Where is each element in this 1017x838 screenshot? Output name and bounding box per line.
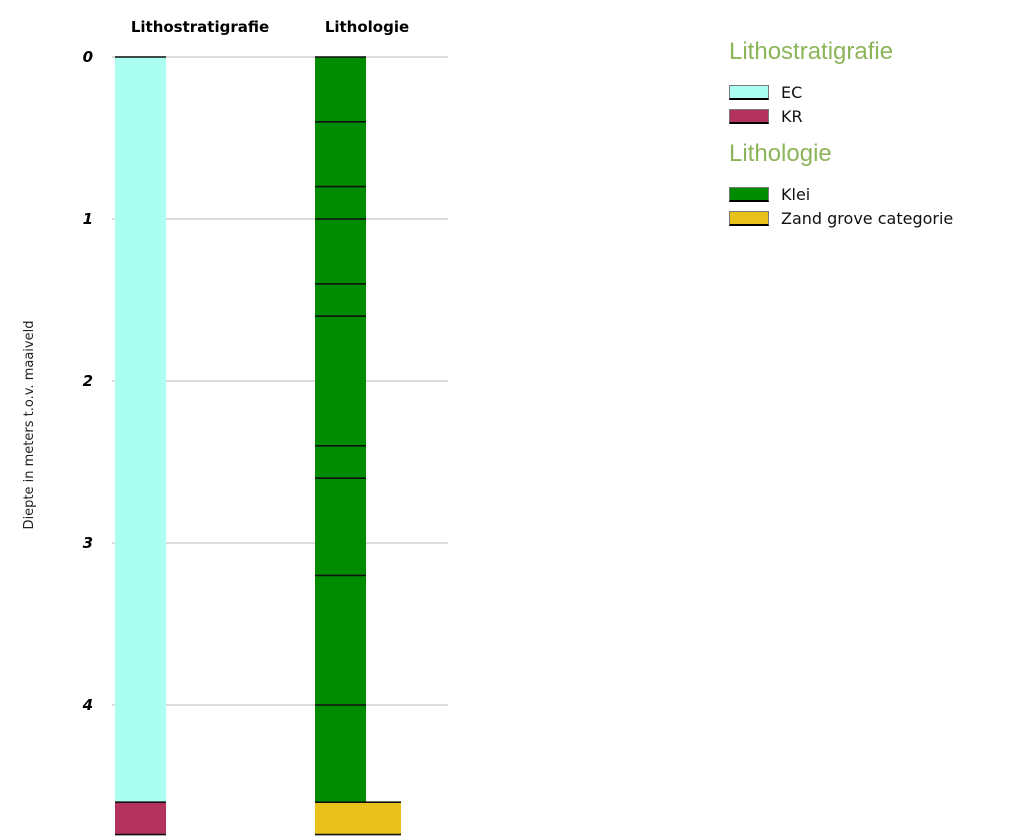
layer-klei-5 [315, 316, 366, 446]
y-tick-label-0: 0 [83, 48, 93, 66]
y-tick-label-3: 3 [83, 534, 93, 552]
legend-label-klei: Klei [781, 184, 811, 204]
legend-label-kr: KR [781, 106, 803, 126]
layer-klei-4 [315, 283, 366, 317]
y-tick-label-2: 2 [83, 372, 93, 390]
legend-item-kr: KR [729, 104, 1014, 128]
column-title-lithologie: Lithologie [325, 18, 409, 36]
layer-klei-2 [315, 186, 366, 219]
column-lithostratigrafie: Lithostratigrafie [115, 18, 269, 836]
layer-klei-1 [315, 121, 366, 187]
legend-label-ec: EC [781, 82, 803, 102]
layer-klei-0 [315, 57, 366, 122]
y-axis-ticks: 0 1 2 3 4 [82, 48, 93, 714]
column-lithologie: Lithologie [315, 18, 409, 836]
layer-kr-1 [115, 802, 166, 835]
boring-profile-chart: 0 1 2 3 4 Lithostratigrafie Lithologie Diept… [22, 18, 448, 836]
legend: Lithostratigrafie EC KR Lithologie Klei … [729, 36, 1014, 240]
y-axis-label: Diepte in meters t.o.v. maaiveld [22, 321, 37, 530]
legend-swatch-ec [729, 84, 769, 100]
layer-klei-6 [315, 445, 366, 479]
y-tick-label-1: 1 [83, 210, 93, 228]
legend-item-zand-grove-categorie: Zand grove categorie [729, 206, 1014, 230]
legend-heading-lithostratigrafie: Lithostratigrafie [729, 38, 894, 65]
legend-label-zand-grove-categorie: Zand grove categorie [781, 208, 954, 228]
layer-zand-grove-categorie-10 [315, 802, 401, 835]
grid-lines [112, 56, 448, 706]
column-title-lithostratigrafie: Lithostratigrafie [131, 18, 269, 36]
legend-list-lithostratigrafie: EC KR [729, 80, 1014, 128]
layer-klei-7 [315, 478, 366, 576]
layer-ec-0 [115, 57, 166, 803]
legend-item-klei: Klei [729, 182, 1014, 206]
layer-klei-9 [315, 705, 366, 803]
layer-klei-8 [315, 575, 366, 705]
legend-heading-lithologie: Lithologie [729, 140, 832, 167]
legend-swatch-zand-grove-categorie [729, 210, 769, 226]
legend-swatch-kr [729, 108, 769, 124]
legend-list-lithologie: Klei Zand grove categorie [729, 182, 1014, 230]
layer-klei-3 [315, 219, 366, 284]
legend-item-ec: EC [729, 80, 1014, 104]
y-tick-label-4: 4 [82, 696, 93, 714]
legend-swatch-klei [729, 186, 769, 202]
